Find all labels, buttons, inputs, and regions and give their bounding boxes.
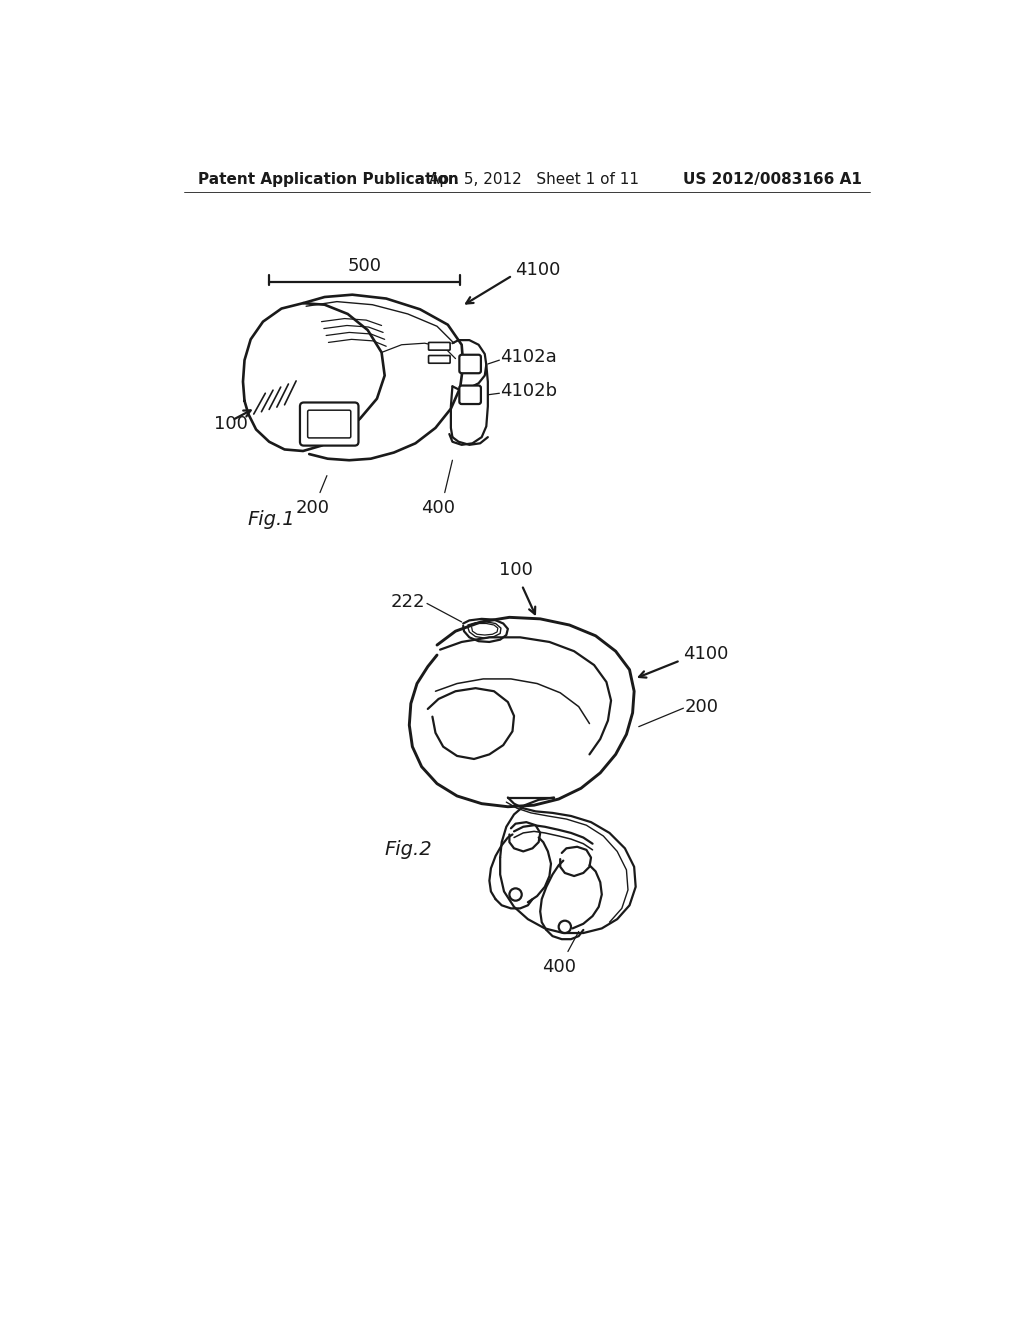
Text: Patent Application Publication: Patent Application Publication	[199, 173, 459, 187]
Text: 200: 200	[685, 698, 719, 715]
FancyBboxPatch shape	[300, 403, 358, 446]
Circle shape	[509, 888, 521, 900]
Text: 4100: 4100	[515, 261, 561, 279]
Text: 4102b: 4102b	[500, 381, 557, 400]
Text: 4102a: 4102a	[500, 348, 557, 366]
Text: 4100: 4100	[683, 645, 729, 663]
Circle shape	[559, 921, 571, 933]
FancyBboxPatch shape	[429, 342, 451, 350]
Text: US 2012/0083166 A1: US 2012/0083166 A1	[683, 173, 862, 187]
Text: Apr. 5, 2012   Sheet 1 of 11: Apr. 5, 2012 Sheet 1 of 11	[429, 173, 639, 187]
Text: 500: 500	[347, 256, 382, 275]
Text: 400: 400	[542, 958, 575, 975]
Text: 200: 200	[295, 499, 330, 516]
FancyBboxPatch shape	[429, 355, 451, 363]
Text: Fig.1: Fig.1	[248, 510, 295, 528]
FancyBboxPatch shape	[307, 411, 351, 438]
Text: 100: 100	[499, 561, 532, 579]
Text: 100: 100	[214, 414, 248, 433]
Text: 222: 222	[391, 593, 425, 611]
FancyBboxPatch shape	[460, 355, 481, 374]
FancyBboxPatch shape	[460, 385, 481, 404]
Text: Fig.2: Fig.2	[385, 840, 432, 859]
Text: 400: 400	[422, 499, 456, 516]
